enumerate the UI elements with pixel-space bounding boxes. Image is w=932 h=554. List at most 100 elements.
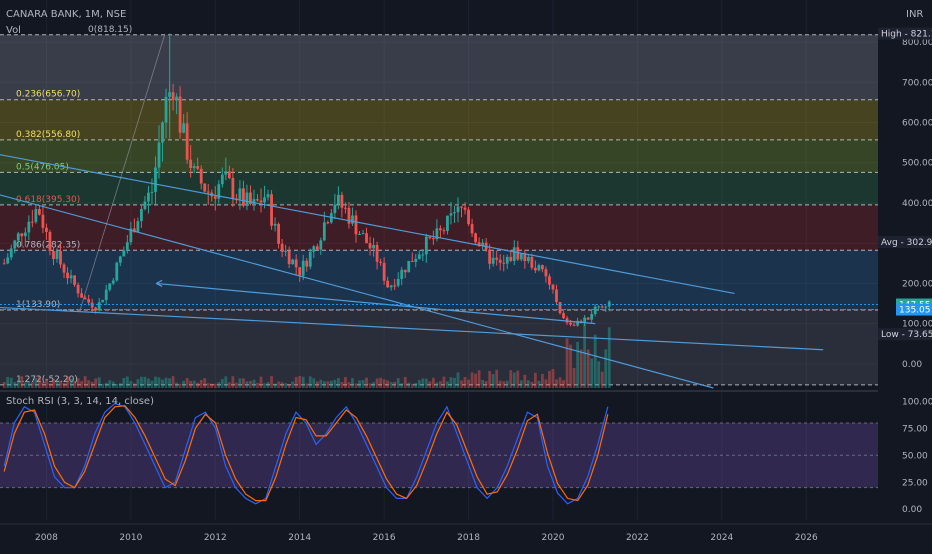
candle-body — [428, 236, 432, 239]
time-axis[interactable]: 2008 2010 2012 2014 2016 2018 2020 2022 2024 2026 — [0, 523, 932, 543]
volume-bar — [27, 381, 31, 388]
candle-body — [52, 251, 55, 259]
volume-bar — [16, 380, 20, 388]
volume-bar — [586, 349, 590, 388]
fib-level-label: 0.618(395.30) — [16, 195, 80, 205]
trendline[interactable] — [156, 282, 596, 325]
volume-bar — [83, 376, 87, 388]
candle-body — [27, 221, 31, 233]
stoch-line — [3, 402, 609, 505]
candle-body — [435, 228, 439, 240]
candle-body — [90, 302, 94, 308]
fib-zone — [0, 139, 878, 173]
candle-body — [55, 251, 59, 259]
volume-bar — [168, 378, 171, 388]
candle-body — [442, 230, 446, 232]
time-tick-label: 2012 — [204, 533, 227, 543]
candle-body — [227, 171, 231, 178]
candle-body — [45, 227, 48, 232]
volume-bar — [143, 376, 147, 388]
volume-bar — [23, 382, 27, 388]
volume-bar — [73, 381, 76, 388]
candle-body — [322, 222, 326, 241]
candle-body — [122, 250, 126, 257]
volume-bar — [175, 382, 178, 388]
volume-bar — [424, 378, 428, 388]
volume-bar — [505, 380, 509, 388]
price-tick-label: 400.00 — [902, 199, 932, 209]
volume-bar — [59, 380, 62, 388]
volume-bar — [192, 380, 196, 388]
volume-bar — [69, 378, 73, 388]
trendline[interactable] — [0, 194, 714, 389]
volume-bar — [509, 370, 513, 388]
fibonacci-retracement[interactable]: 0(818.15) 0.236(656.70) 0.382(556.80) 0.5(4… — [0, 25, 878, 386]
volume-bar — [185, 378, 189, 388]
trendlines[interactable] — [0, 34, 824, 389]
volume-bar — [477, 370, 481, 388]
candle-body — [83, 297, 87, 300]
candle-body — [396, 278, 400, 286]
volume-bar — [351, 378, 354, 388]
candle-body — [154, 167, 157, 192]
volume-bar — [94, 378, 98, 388]
volume-label: Vol — [6, 25, 21, 36]
candle-body — [530, 256, 534, 268]
volume-bar — [196, 382, 200, 388]
candle-body — [439, 228, 442, 231]
volume-bar — [558, 377, 562, 388]
volume-bar — [266, 382, 270, 388]
currency-label: INR — [906, 9, 923, 20]
candle-body — [157, 142, 161, 168]
candle-body — [305, 260, 309, 267]
volume-bar — [178, 383, 182, 388]
candle-body — [470, 224, 474, 234]
candle-body — [287, 250, 291, 265]
volume-bar — [421, 378, 425, 388]
candle-body — [467, 209, 470, 225]
volume-bar — [372, 382, 375, 388]
volume-bar — [238, 378, 242, 388]
stoch-title: Stoch RSI (3, 3, 14, 14, close) — [6, 396, 154, 407]
price-marker-label: Low - 73.65 — [881, 330, 932, 340]
candle-body — [495, 257, 499, 260]
volume-bar — [344, 377, 347, 388]
candle-body — [308, 251, 312, 267]
volume-bar — [210, 383, 214, 388]
candle-body — [280, 243, 284, 252]
candle-body — [101, 299, 105, 303]
candle-body — [48, 231, 52, 252]
price-marker-label: 135.05 — [899, 306, 931, 316]
volume-bar — [220, 378, 224, 388]
candle-body — [66, 272, 69, 279]
candle-body — [576, 320, 579, 326]
time-tick-label: 2016 — [373, 533, 396, 543]
candle-body — [544, 269, 548, 277]
volume-bar — [97, 377, 101, 388]
candle-body — [365, 233, 368, 244]
price-tick-label: 500.00 — [902, 159, 932, 169]
candle-body — [333, 204, 337, 214]
candle-body — [125, 242, 129, 251]
candle-body — [512, 247, 516, 261]
candle-body — [301, 260, 305, 276]
candle-body — [23, 232, 27, 237]
candle-body — [132, 228, 136, 232]
candle-body — [294, 259, 298, 268]
time-tick-label: 2010 — [119, 533, 142, 543]
price-marker — [878, 328, 932, 341]
candle-body — [249, 192, 252, 204]
trendline[interactable] — [0, 306, 824, 351]
trendline[interactable] — [0, 154, 735, 295]
volume-bar — [488, 370, 492, 388]
candle-body — [414, 258, 418, 262]
candle-body — [30, 221, 34, 223]
candle-body — [541, 265, 544, 270]
candle-body — [583, 317, 587, 323]
volume-bar — [111, 381, 115, 388]
candle-body — [69, 275, 73, 279]
fib-level-label: 0.382(556.80) — [16, 130, 80, 140]
volume-bar — [6, 376, 10, 388]
